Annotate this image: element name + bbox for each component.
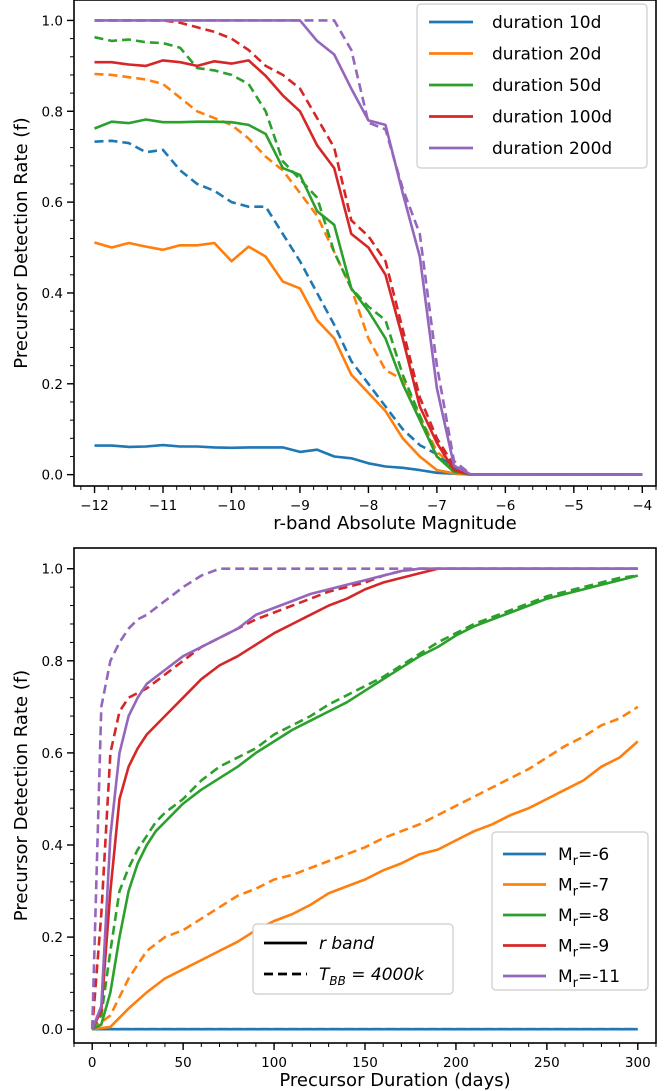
y-tick-label: 0.2 (42, 377, 63, 393)
plot-area (94, 19, 643, 476)
series-line-6-dashed (94, 35, 643, 476)
series-line-3-solid (94, 241, 643, 476)
series-line-3-solid (92, 740, 639, 1031)
x-tick-label: 200 (443, 1055, 469, 1071)
series-line-4-dashed (91, 705, 639, 1031)
legend-label: duration 200d (492, 139, 612, 159)
x-tick-label: −12 (80, 498, 109, 514)
x-tick-label: −4 (632, 498, 652, 514)
legend-label: Mr=-7 (558, 876, 609, 900)
x-tick-label: 150 (352, 1055, 378, 1071)
style-legend-label: TBB = 4000k (319, 965, 425, 988)
axes-frame (73, 0, 657, 487)
x-tick-label: −7 (427, 498, 447, 514)
legend-box (416, 3, 648, 169)
series-line-9-solid (90, 567, 638, 1030)
series-line-10-dashed (94, 19, 643, 476)
x-tick-label: 0 (88, 1055, 97, 1071)
y-tick-label: 0.0 (42, 468, 63, 484)
y-tick-label: 0.2 (42, 930, 63, 946)
y-tick-label: 0.4 (42, 838, 63, 854)
legend-label: Mr=-8 (558, 906, 609, 930)
series-line-10-dashed (90, 567, 638, 1030)
y-tick-label: 0.8 (42, 104, 63, 120)
legend-label: duration 100d (492, 108, 612, 128)
legend-label: duration 50d (492, 76, 601, 96)
x-tick-label: −8 (358, 498, 378, 514)
y-tick-label: 1.0 (42, 562, 63, 578)
series-line-7-solid (94, 59, 643, 476)
y-axis-label: Precursor Detection Rate (f) (11, 670, 32, 921)
series-line-8-dashed (90, 567, 638, 1030)
legend-label: duration 10d (492, 13, 601, 33)
legend-label: Mr=-9 (558, 937, 609, 961)
y-axis-label: Precursor Detection Rate (f) (11, 117, 32, 368)
series-line-5-solid (94, 118, 643, 476)
legend-box (491, 831, 649, 991)
x-tick-label: 100 (261, 1055, 287, 1071)
series-line-5-solid (91, 574, 639, 1031)
x-tick-label: 250 (534, 1055, 560, 1071)
x-tick-label: −10 (217, 498, 246, 514)
style-legend-label: r band (319, 934, 374, 954)
x-tick-label: −11 (149, 498, 178, 514)
plot-area (90, 567, 639, 1031)
style-legend-box (252, 923, 454, 995)
y-tick-label: 1.0 (42, 13, 63, 29)
x-axis-label: Precursor Duration (days) (279, 1070, 510, 1091)
series-line-1-solid (94, 443, 643, 476)
legend-label: duration 20d (492, 45, 601, 65)
x-tick-label: −9 (290, 498, 310, 514)
legend-label: Mr=-6 (558, 845, 609, 869)
series-line-6-dashed (91, 574, 638, 1030)
x-tick-label: 300 (625, 1055, 651, 1071)
x-axis-label: r-band Absolute Magnitude (273, 513, 517, 534)
x-tick-label: 50 (175, 1055, 192, 1071)
y-tick-label: 0.6 (42, 746, 63, 762)
legend-label: Mr=-11 (558, 967, 620, 991)
x-tick-label: −6 (495, 498, 515, 514)
chart-1: −12 −11 −10 −9 −8 −7 −6 −5 −4 0.0 0.2 0.4 0.6 0.8 1.0 r… (11, 0, 657, 534)
y-tick-label: 0.8 (42, 654, 63, 670)
y-tick-label: 0.4 (42, 286, 63, 302)
y-tick-label: 0.0 (42, 1022, 63, 1038)
y-tick-label: 0.6 (42, 195, 63, 211)
x-tick-label: −5 (564, 498, 584, 514)
chart-2: 0 50 100 150 200 250 300 0.0 0.2 0.4 0.6 0.8 1.0 Prec… (11, 547, 657, 1091)
